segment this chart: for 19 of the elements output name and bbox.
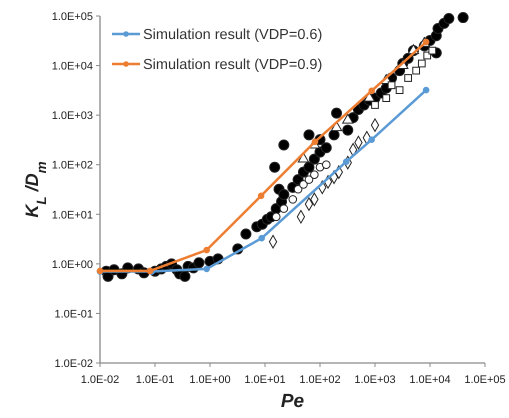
- x-tick-label: 1.0E-01: [136, 374, 174, 386]
- x-tick-label: 1.0E+00: [189, 374, 231, 386]
- y-tick-label: 1.0E+03: [52, 110, 93, 122]
- x-tick-label: 1.0E+03: [354, 374, 396, 386]
- y-tick-label: 1.0E+01: [52, 209, 93, 222]
- y-tick-label: 1.0E+04: [52, 60, 93, 73]
- y-tick-label: 1.0E+00: [52, 258, 93, 271]
- y-tick-label: 1.0E-01: [54, 308, 93, 320]
- x-tick-label: 1.0E-02: [80, 374, 120, 386]
- y-tick-label: 1.0E+02: [52, 160, 93, 172]
- x-tick-label: 1.0E+01: [244, 374, 286, 386]
- legend-label: Simulation result (VDP=0.9): [143, 57, 322, 73]
- x-axis-title: Pe: [280, 391, 305, 412]
- x-tick-label: 1.0E+02: [299, 374, 341, 386]
- x-tick-label: 1.0E+04: [409, 374, 451, 386]
- legend-label: Simulation result (VDP=0.6): [143, 27, 322, 43]
- y-tick-label: 1.0E-02: [54, 358, 93, 370]
- x-tick-label: 1.0E+05: [464, 374, 506, 386]
- y-tick-label: 1.0E+05: [52, 11, 93, 23]
